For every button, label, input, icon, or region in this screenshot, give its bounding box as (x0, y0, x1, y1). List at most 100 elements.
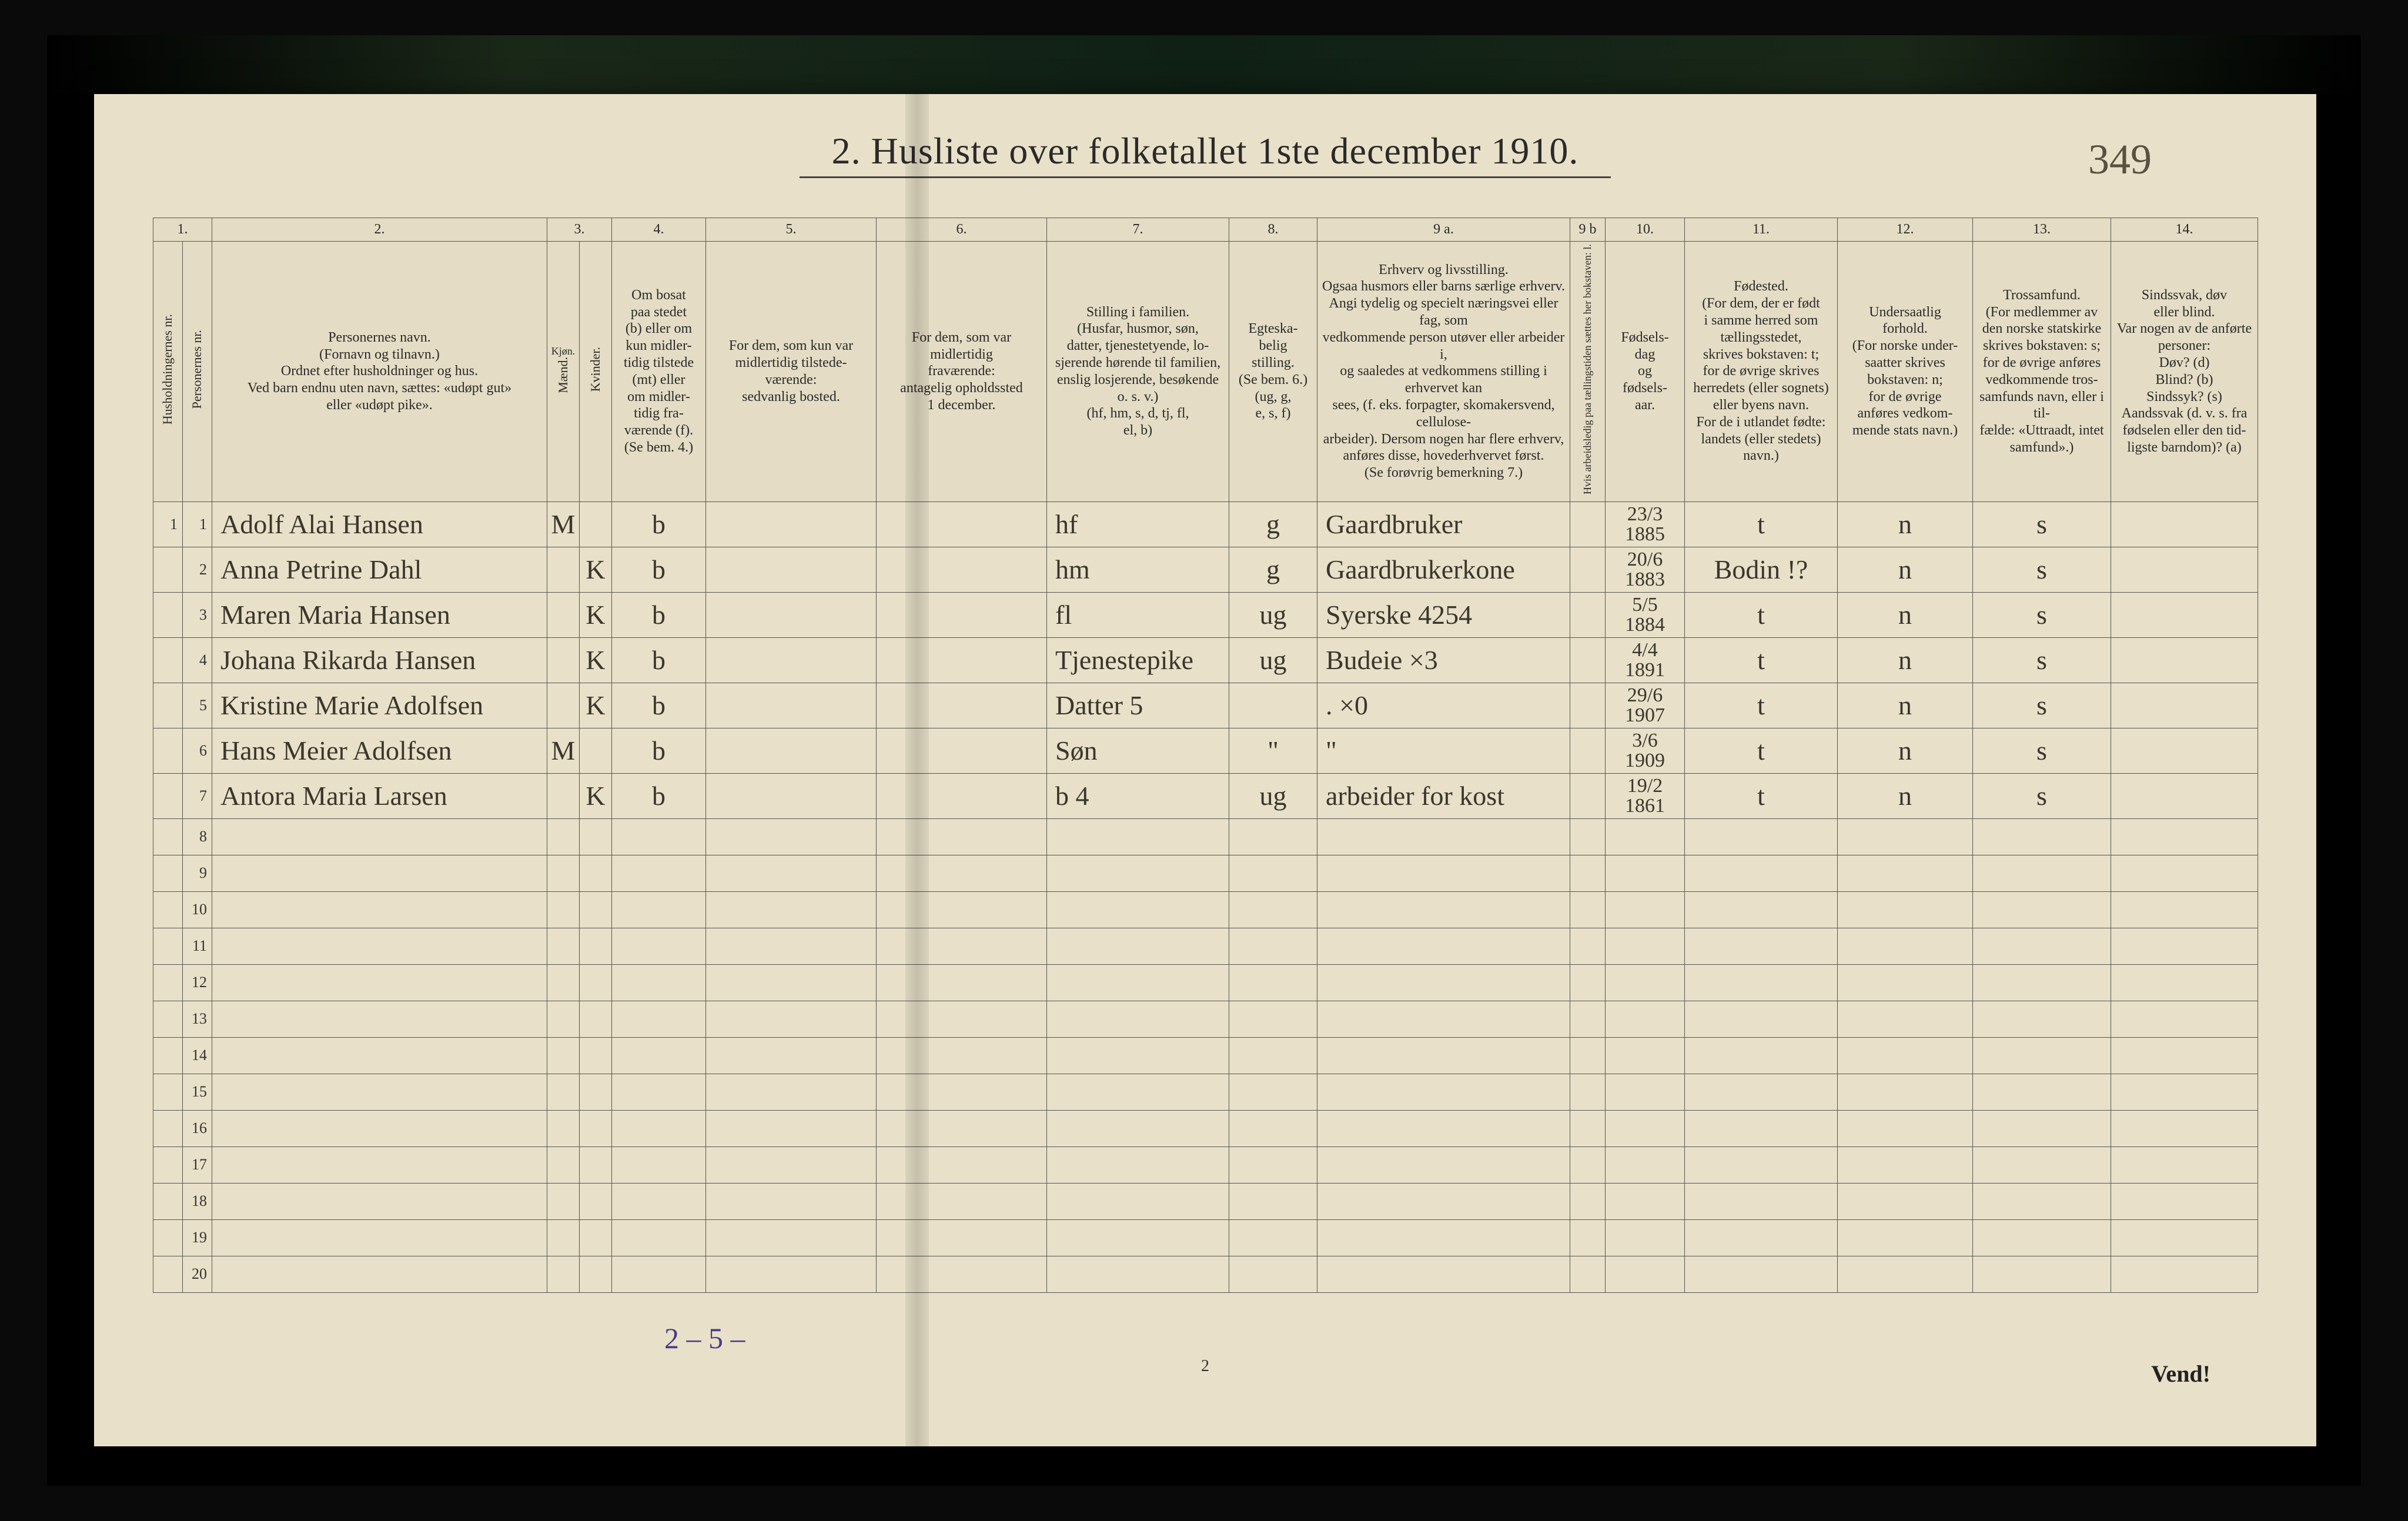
cell-empty (877, 1256, 1047, 1292)
cell-c6 (877, 728, 1047, 773)
cell-empty (1685, 928, 1838, 964)
table-row-empty: 16 (153, 1110, 2258, 1146)
cell-egte: ug (1229, 592, 1317, 637)
cell-dob: 19/2 1861 (1606, 773, 1685, 818)
cell-c6 (877, 683, 1047, 728)
cell-erhv: Budeie ×3 (1317, 637, 1570, 683)
cell-fsted: t (1685, 502, 1838, 547)
cell-empty (1229, 1110, 1317, 1146)
cell-empty (706, 1183, 877, 1219)
cell-empty (1570, 1037, 1606, 1074)
cell-empty (1838, 855, 1973, 891)
cell-empty (1606, 891, 1685, 928)
cell-hh: 1 (153, 502, 183, 547)
cell-empty (547, 1146, 580, 1183)
cell-l (1570, 683, 1606, 728)
cell-empty (1317, 1183, 1570, 1219)
cell-empty (1685, 964, 1838, 1001)
cell-empty: 11 (183, 928, 212, 964)
table-row-empty: 13 (153, 1001, 2258, 1037)
cell-hh (153, 637, 183, 683)
cell-empty (547, 1183, 580, 1219)
cell-empty (706, 1037, 877, 1074)
cell-dob: 29/6 1907 (1606, 683, 1685, 728)
cell-empty (877, 1146, 1047, 1183)
cell-empty (1317, 891, 1570, 928)
cell-empty (612, 1110, 706, 1146)
cell-res: b (612, 502, 706, 547)
cell-empty (1685, 1037, 1838, 1074)
cell-empty (2111, 891, 2258, 928)
hdr-birthdate: Fødsels- dag og fødsels- aar. (1606, 242, 1685, 502)
cell-empty (1047, 964, 1229, 1001)
cell-empty (547, 891, 580, 928)
cell-empty (1317, 1037, 1570, 1074)
cell-c14 (2111, 637, 2258, 683)
cell-empty (2111, 928, 2258, 964)
cell-empty (1229, 818, 1317, 855)
cell-empty (1973, 1183, 2111, 1219)
cell-empty (580, 855, 612, 891)
cell-empty (1838, 1074, 1973, 1110)
cell-empty (612, 1256, 706, 1292)
cell-empty (1229, 1001, 1317, 1037)
colnum-14: 14. (2111, 218, 2258, 242)
cell-empty (547, 928, 580, 964)
cell-empty (153, 891, 183, 928)
cell-empty (547, 1110, 580, 1146)
colnum-4: 4. (612, 218, 706, 242)
cell-empty (153, 928, 183, 964)
cell-empty (612, 1219, 706, 1256)
cell-res: b (612, 592, 706, 637)
cell-c14 (2111, 502, 2258, 547)
cell-empty (2111, 1146, 2258, 1183)
cell-empty (1973, 964, 2111, 1001)
cell-erhv: Syerske 4254 (1317, 592, 1570, 637)
cell-empty (612, 855, 706, 891)
hdr-marital: Egteska- belig stilling. (Se bem. 6.) (u… (1229, 242, 1317, 502)
cell-empty (153, 964, 183, 1001)
cell-c6 (877, 637, 1047, 683)
cell-empty (212, 818, 547, 855)
cell-empty (612, 818, 706, 855)
colnum-11: 11. (1685, 218, 1838, 242)
cell-fam: hm (1047, 547, 1229, 592)
cell-c6 (877, 773, 1047, 818)
cell-egte (1229, 683, 1317, 728)
hdr-temp-absent: For dem, som var midlertidig fraværende:… (877, 242, 1047, 502)
cell-empty (580, 964, 612, 1001)
cell-empty (1606, 1183, 1685, 1219)
cell-empty (547, 855, 580, 891)
cell-empty (877, 928, 1047, 964)
cell-m (547, 773, 580, 818)
cell-res: b (612, 547, 706, 592)
table-row-empty: 15 (153, 1074, 2258, 1110)
cell-empty (706, 1001, 877, 1037)
cell-empty (1606, 1256, 1685, 1292)
cell-empty (153, 1037, 183, 1074)
cell-fsted: t (1685, 728, 1838, 773)
cell-empty (1229, 855, 1317, 891)
vend-label: Vend! (2151, 1360, 2210, 1388)
cell-empty: 12 (183, 964, 212, 1001)
cell-tro: s (1973, 683, 2111, 728)
cell-empty (212, 1074, 547, 1110)
cell-fam: fl (1047, 592, 1229, 637)
cell-empty (212, 1001, 547, 1037)
cell-empty (1685, 1001, 1838, 1037)
cell-empty (1838, 1219, 1973, 1256)
cell-empty (1570, 1001, 1606, 1037)
cell-empty (212, 1256, 547, 1292)
colnum-1: 1. (153, 218, 212, 242)
cell-empty (580, 1074, 612, 1110)
table-row-empty: 17 (153, 1146, 2258, 1183)
census-page: 2. Husliste over folketallet 1ste decemb… (94, 94, 2316, 1446)
cell-empty (580, 1001, 612, 1037)
cell-empty (1973, 928, 2111, 964)
cell-empty (1317, 1110, 1570, 1146)
cell-empty (877, 1219, 1047, 1256)
title-area: 2. Husliste over folketallet 1ste decemb… (94, 129, 2316, 178)
cell-k (580, 502, 612, 547)
cell-empty (580, 818, 612, 855)
cell-hh (153, 547, 183, 592)
